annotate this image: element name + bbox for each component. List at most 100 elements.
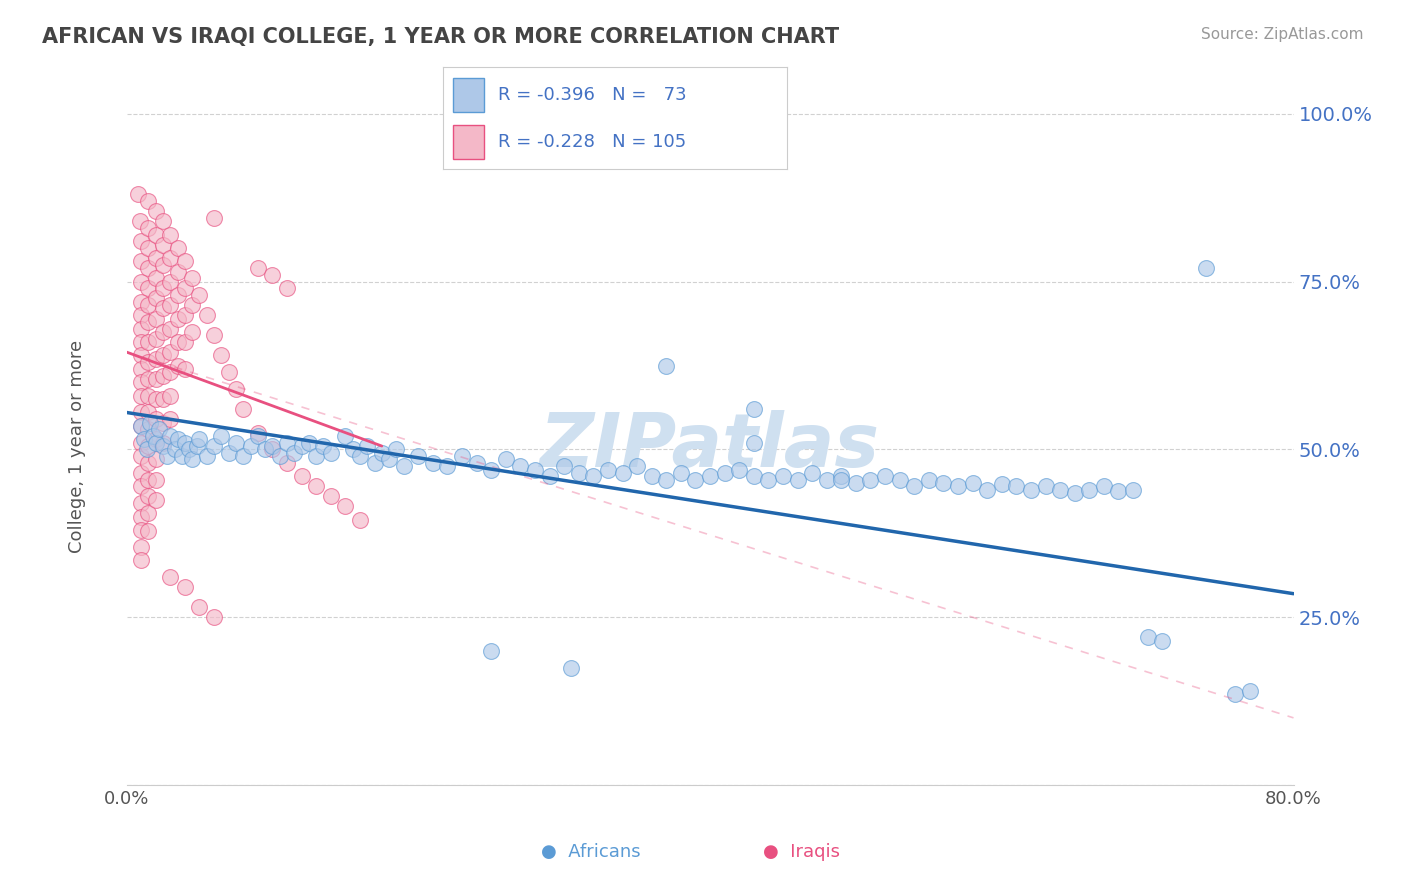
Point [145, 292, 167, 306]
Point [479, 644, 502, 658]
Point [612, 466, 634, 480]
Point [932, 475, 955, 490]
Point [276, 281, 298, 295]
Point [312, 439, 335, 453]
Point [756, 473, 779, 487]
Point [335, 500, 357, 514]
Point [138, 194, 160, 208]
Point [378, 452, 401, 467]
Point [1019, 483, 1042, 497]
Point [129, 308, 152, 322]
Point [129, 235, 152, 249]
Text: ●  Iraqis: ● Iraqis [763, 843, 839, 861]
Point [129, 376, 152, 390]
Bar [453, 78, 484, 112]
Point [195, 449, 218, 463]
Point [655, 473, 678, 487]
Point [962, 475, 984, 490]
Text: College, 1 year or more: College, 1 year or more [69, 340, 86, 552]
Point [342, 442, 364, 457]
Bar [453, 126, 484, 159]
Point [129, 435, 152, 450]
Point [129, 334, 152, 349]
Point [145, 332, 167, 346]
Point [218, 365, 240, 379]
Point [262, 439, 284, 453]
Point [145, 351, 167, 366]
Point [742, 469, 765, 483]
Point [159, 412, 181, 426]
Point [166, 241, 188, 255]
Point [152, 258, 174, 272]
Point [596, 462, 619, 476]
Point [1152, 633, 1174, 648]
Point [159, 298, 181, 312]
Point [363, 456, 385, 470]
Point [553, 459, 575, 474]
Point [186, 439, 208, 453]
Point [152, 416, 174, 430]
Point [371, 446, 394, 460]
Point [138, 473, 160, 487]
Point [713, 466, 735, 480]
Point [159, 365, 181, 379]
Point [246, 425, 269, 440]
Point [276, 456, 298, 470]
Point [1005, 479, 1028, 493]
Point [1122, 483, 1144, 497]
Point [152, 348, 174, 362]
Point [626, 459, 648, 474]
Text: R = -0.396   N =   73: R = -0.396 N = 73 [498, 87, 686, 104]
Point [319, 489, 342, 503]
Point [129, 275, 152, 289]
Point [349, 449, 371, 463]
Point [568, 466, 591, 480]
Point [742, 402, 765, 417]
Point [1239, 684, 1261, 698]
Point [129, 523, 152, 537]
Point [181, 298, 204, 312]
Text: AFRICAN VS IRAQI COLLEGE, 1 YEAR OR MORE CORRELATION CHART: AFRICAN VS IRAQI COLLEGE, 1 YEAR OR MORE… [42, 27, 839, 46]
Point [479, 462, 502, 476]
Point [685, 473, 707, 487]
Point [159, 389, 181, 403]
Point [166, 264, 188, 278]
Point [1108, 483, 1130, 498]
Point [139, 416, 162, 430]
Point [152, 392, 174, 406]
Point [138, 439, 160, 453]
Point [392, 459, 415, 474]
Point [159, 570, 181, 584]
Point [181, 271, 204, 285]
Point [136, 442, 159, 457]
Point [138, 489, 160, 503]
Point [1078, 483, 1101, 497]
Point [495, 452, 517, 467]
Point [298, 435, 321, 450]
Point [305, 449, 328, 463]
Point [319, 446, 342, 460]
Point [218, 446, 240, 460]
Point [174, 254, 197, 268]
Point [335, 429, 357, 443]
Point [138, 405, 160, 419]
Point [1049, 483, 1071, 497]
Point [845, 475, 868, 490]
Point [129, 509, 152, 524]
Point [188, 288, 211, 302]
Point [174, 435, 197, 450]
Point [509, 459, 531, 474]
Point [142, 429, 165, 443]
Point [145, 433, 167, 447]
Point [1195, 261, 1218, 276]
Point [138, 298, 160, 312]
Point [640, 469, 664, 483]
Point [170, 449, 193, 463]
Point [159, 429, 181, 443]
Point [159, 275, 181, 289]
Point [918, 473, 941, 487]
Point [129, 479, 152, 493]
Point [138, 221, 160, 235]
Point [152, 435, 174, 450]
Point [174, 281, 197, 295]
